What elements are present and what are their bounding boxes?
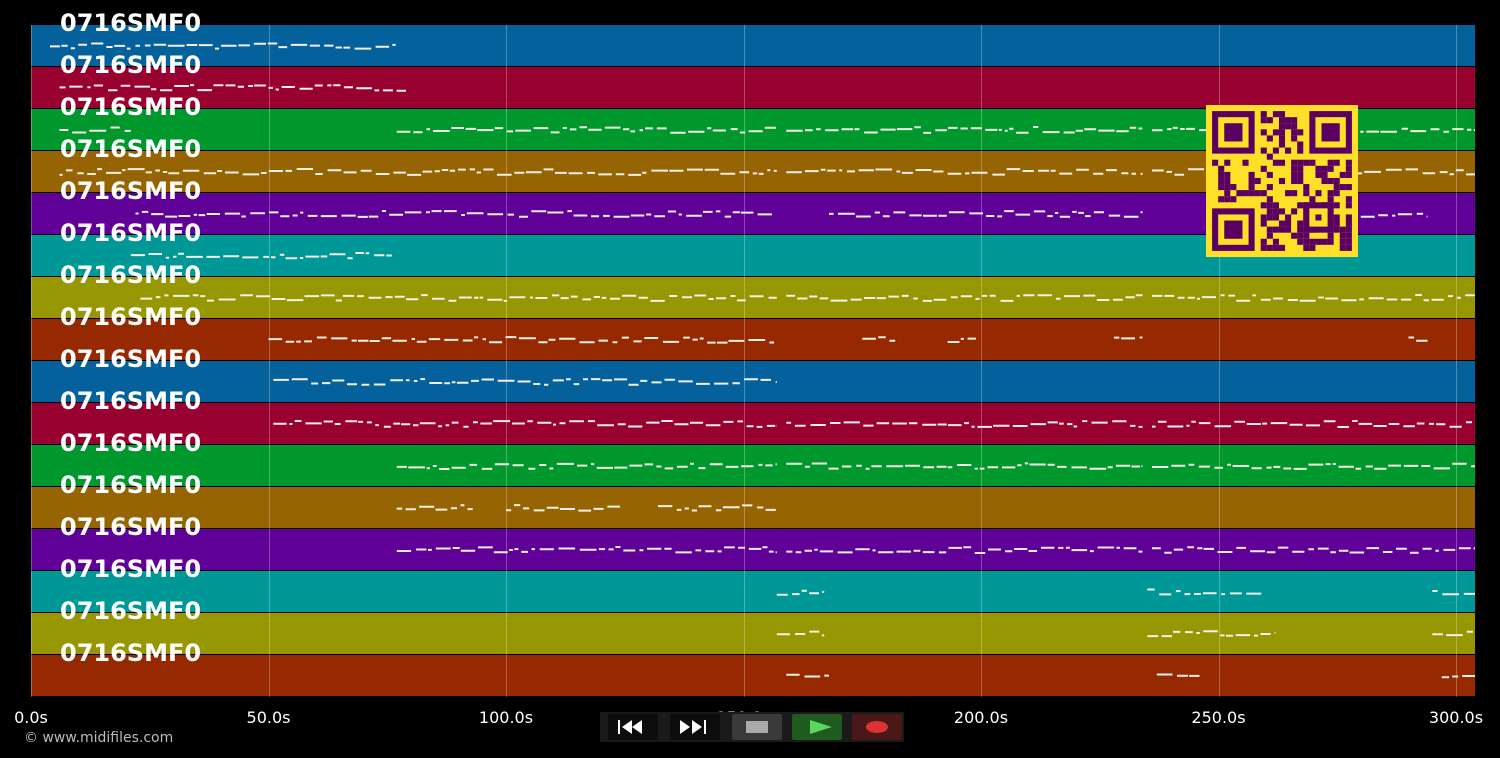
note-segment <box>50 42 396 50</box>
note-segment <box>1432 630 1473 637</box>
fast-forward-icon <box>680 720 706 734</box>
note-segment <box>1152 546 1475 554</box>
note-segment <box>776 589 825 596</box>
track-label: 0716SMF0 <box>60 597 202 625</box>
note-segment <box>862 336 901 342</box>
note-segment <box>947 337 976 343</box>
note-segment <box>1114 336 1143 340</box>
track-row <box>31 655 1475 697</box>
track-label: 0716SMF0 <box>60 135 202 163</box>
qr-code-icon <box>1206 105 1358 257</box>
track-row <box>31 25 1475 67</box>
rewind-icon <box>618 720 642 734</box>
note-segment <box>1152 462 1475 470</box>
note-overlay <box>50 42 1475 679</box>
note-segment <box>396 126 776 134</box>
note-segment <box>658 504 776 512</box>
track-label: 0716SMF0 <box>60 345 202 373</box>
note-segment <box>1432 590 1475 596</box>
time-tick-label: 100.0s <box>478 708 534 727</box>
note-segment <box>1152 294 1475 302</box>
track-label: 0716SMF0 <box>60 555 202 583</box>
grid-line <box>1218 25 1220 697</box>
stop-icon <box>746 721 768 733</box>
track-row <box>31 529 1475 571</box>
track-row <box>31 613 1475 655</box>
track-row <box>31 571 1475 613</box>
track-row <box>31 487 1475 529</box>
transport-bar <box>600 712 904 742</box>
track-row <box>31 361 1475 403</box>
note-segment <box>59 168 777 176</box>
note-segment <box>786 126 1143 134</box>
note-segment <box>506 504 620 512</box>
track-label: 0716SMF0 <box>60 9 202 37</box>
track-row <box>31 403 1475 445</box>
note-segment <box>786 420 1143 428</box>
track-label: 0716SMF0 <box>60 261 202 289</box>
copyright-text: © www.midifiles.com <box>24 730 174 746</box>
play-icon <box>810 720 832 734</box>
track-label: 0716SMF0 <box>60 219 202 247</box>
grid-line <box>31 25 32 697</box>
track-label: 0716SMF0 <box>60 93 202 121</box>
track-label: 0716SMF0 <box>60 639 202 667</box>
fast-forward-button[interactable] <box>670 714 720 740</box>
note-segment <box>1408 336 1428 342</box>
time-tick-label: 200.0s <box>953 708 1009 727</box>
note-segment <box>786 546 1143 554</box>
track-label: 0716SMF0 <box>60 387 202 415</box>
note-segment <box>786 294 1143 302</box>
time-tick-label: 300.0s <box>1428 708 1484 727</box>
note-segment <box>829 210 1143 218</box>
grid-line <box>506 25 507 697</box>
note-segment <box>59 84 406 92</box>
note-segment <box>786 462 1143 470</box>
note-segment <box>1441 675 1475 679</box>
grid-line <box>981 25 982 697</box>
track-label: 0716SMF0 <box>60 429 202 457</box>
track-label: 0716SMF0 <box>60 513 202 541</box>
grid-line <box>1456 25 1457 697</box>
track-label: 0716SMF0 <box>60 303 202 331</box>
note-segment <box>268 336 775 344</box>
note-segment <box>140 294 777 302</box>
track-label: 0716SMF0 <box>60 471 202 499</box>
stop-button[interactable] <box>732 714 782 740</box>
play-button[interactable] <box>792 714 842 740</box>
note-segment <box>273 378 777 386</box>
note-segment <box>1147 630 1276 638</box>
note-segment <box>786 168 1143 176</box>
note-segment <box>396 462 777 470</box>
grid-line <box>743 25 745 697</box>
rewind-button[interactable] <box>608 714 658 740</box>
note-segment <box>1156 673 1200 677</box>
note-segment <box>786 673 829 678</box>
note-segment <box>1152 420 1472 428</box>
note-segment <box>135 210 772 218</box>
time-tick-label: 50.0s <box>246 708 291 727</box>
record-button[interactable] <box>852 714 902 740</box>
time-tick-label: 0.0s <box>14 708 48 727</box>
time-tick-label: 250.0s <box>1191 708 1246 727</box>
note-segment <box>396 546 777 554</box>
track-label: 0716SMF0 <box>60 51 202 79</box>
grid-line <box>268 25 270 697</box>
track-label: 0716SMF0 <box>60 177 202 205</box>
note-segment <box>273 420 777 428</box>
record-icon <box>866 721 888 733</box>
note-segment <box>396 504 473 511</box>
note-segment <box>776 630 825 637</box>
note-segment <box>1147 588 1262 596</box>
note-segment <box>130 252 392 260</box>
note-segment <box>59 126 131 134</box>
